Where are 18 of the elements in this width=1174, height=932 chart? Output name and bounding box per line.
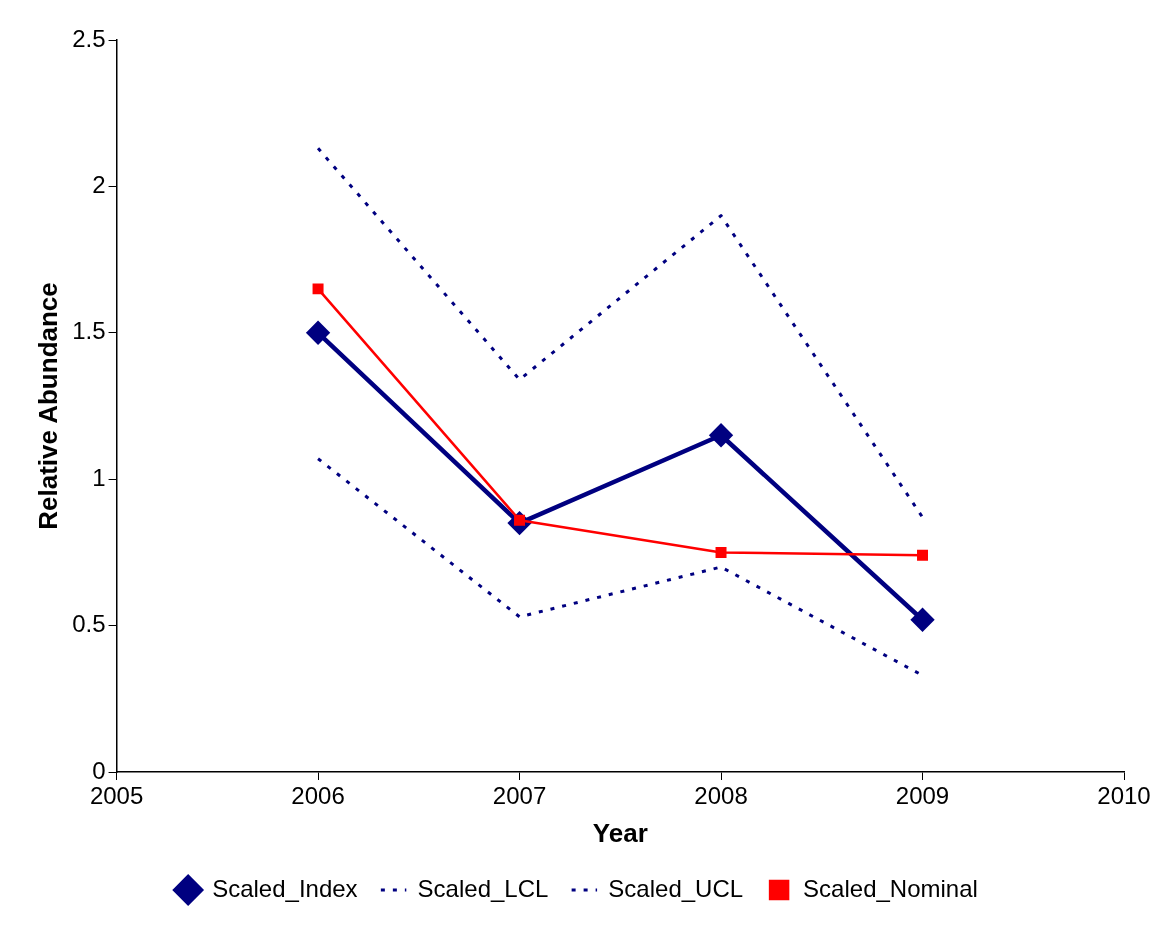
- y-tick-label: 2.5: [72, 24, 106, 52]
- x-axis-title: Year: [592, 817, 648, 848]
- legend-label: Scaled_Index: [212, 874, 358, 902]
- x-tick-label: 2008: [694, 782, 748, 810]
- legend-label: Scaled_LCL: [417, 874, 549, 902]
- x-tick-label: 2006: [291, 782, 345, 810]
- x-tick-label: 2009: [895, 782, 950, 810]
- y-tick-label: 0: [92, 756, 106, 784]
- x-tick-label: 2005: [89, 782, 144, 810]
- x-tick-label: 2010: [1097, 782, 1151, 810]
- legend-label: Scaled_Nominal: [803, 874, 978, 902]
- x-tick-label: 2007: [492, 782, 547, 810]
- y-tick-label: 1: [92, 463, 106, 491]
- y-tick-label: 2: [92, 171, 106, 199]
- y-axis-title: Relative Abundance: [32, 282, 63, 530]
- legend-label: Scaled_UCL: [608, 874, 744, 902]
- y-tick-label: 0.5: [72, 610, 106, 638]
- y-tick-label: 1.5: [72, 317, 106, 345]
